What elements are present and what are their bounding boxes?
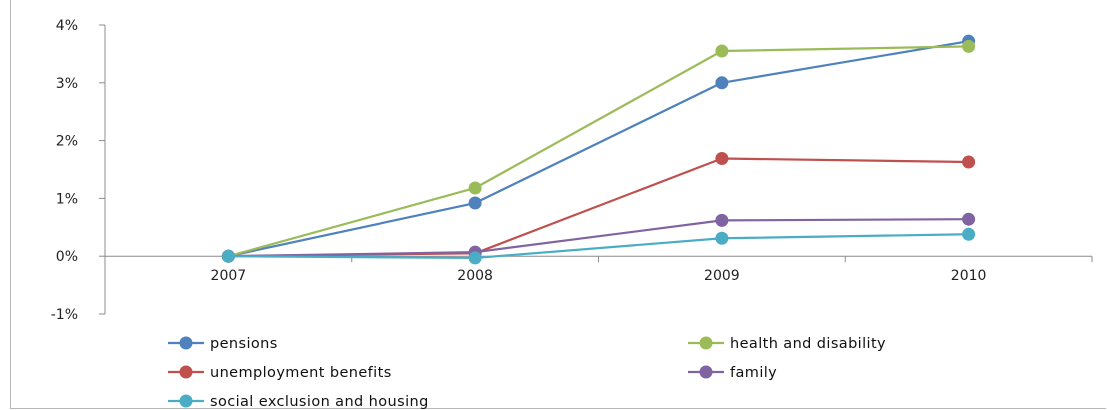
series-line bbox=[228, 40, 969, 258]
legend-label: pensions bbox=[210, 336, 278, 352]
x-tick-label: 2009 bbox=[704, 268, 740, 284]
data-point bbox=[962, 39, 976, 53]
series-health-and-disability bbox=[221, 39, 976, 263]
chart-frame bbox=[10, 0, 1106, 409]
x-tick-label: 2007 bbox=[211, 268, 247, 284]
y-tick-label: -1% bbox=[51, 307, 78, 323]
legend-marker bbox=[699, 365, 713, 379]
data-point bbox=[962, 227, 976, 241]
data-point bbox=[715, 152, 729, 166]
x-tick-label: 2008 bbox=[457, 268, 493, 284]
series-pensions bbox=[221, 34, 976, 263]
axis-layer: -1% 0% 1% 2% 3% 4% 2007 2008 2009 2010 bbox=[51, 18, 1093, 323]
legend-marker bbox=[179, 365, 193, 379]
y-tick-label: 1% bbox=[56, 191, 78, 207]
data-point bbox=[715, 76, 729, 90]
y-tick-label: 2% bbox=[56, 134, 78, 150]
legend-item: family bbox=[688, 365, 777, 381]
data-point bbox=[962, 212, 976, 226]
y-tick-label: 4% bbox=[56, 18, 78, 34]
data-point bbox=[468, 196, 482, 210]
legend-item: pensions bbox=[168, 336, 278, 352]
series-line bbox=[228, 157, 969, 258]
legend-item: social exclusion and housing bbox=[168, 394, 429, 410]
series-family bbox=[221, 212, 976, 263]
legend-label: health and disability bbox=[730, 336, 886, 352]
legend-marker bbox=[179, 394, 193, 408]
data-point bbox=[468, 251, 482, 265]
y-tick-label: 3% bbox=[56, 76, 78, 92]
series-line bbox=[228, 45, 969, 258]
legend-item: health and disability bbox=[688, 336, 886, 352]
data-point bbox=[468, 181, 482, 195]
legend-label: unemployment benefits bbox=[210, 365, 392, 381]
series-layer bbox=[221, 34, 976, 265]
x-tick-label: 2010 bbox=[951, 268, 987, 284]
legend-marker bbox=[179, 336, 193, 350]
y-tick-label: 0% bbox=[56, 249, 78, 265]
data-point bbox=[715, 44, 729, 58]
legend-marker bbox=[699, 336, 713, 350]
legend-label: social exclusion and housing bbox=[210, 394, 429, 410]
legend-item: unemployment benefits bbox=[168, 365, 392, 381]
series-social-exclusion-and-housing bbox=[221, 227, 976, 265]
legend: pensions health and disability unemploymen… bbox=[168, 336, 886, 410]
data-point bbox=[715, 231, 729, 245]
data-point bbox=[221, 249, 235, 263]
series-unemployment-benefits bbox=[221, 152, 976, 263]
data-point bbox=[715, 213, 729, 227]
series-line bbox=[228, 218, 969, 258]
legend-label: family bbox=[730, 365, 777, 381]
series-line bbox=[228, 233, 969, 260]
data-point bbox=[962, 155, 976, 169]
